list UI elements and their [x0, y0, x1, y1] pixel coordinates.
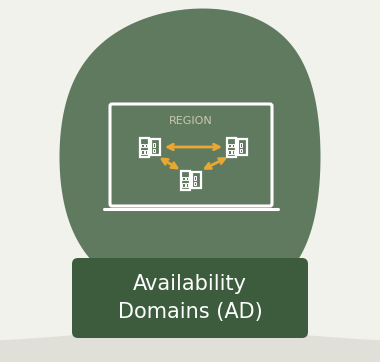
Bar [240, 149, 242, 152]
Bar [227, 138, 236, 156]
Bar [194, 182, 196, 185]
Bar [228, 150, 231, 153]
Bar [194, 176, 196, 180]
Bar [151, 139, 160, 155]
Bar [232, 144, 234, 147]
Text: Availability
Domains (AD): Availability Domains (AD) [118, 274, 262, 322]
Bar [182, 177, 185, 180]
Bar [228, 144, 231, 147]
Bar [141, 150, 144, 153]
Bar [186, 177, 188, 180]
Bar [186, 183, 188, 187]
Bar [141, 144, 144, 147]
Bar [240, 143, 242, 147]
Bar [182, 183, 185, 187]
Bar [153, 149, 155, 152]
Bar [192, 172, 201, 188]
Bar [238, 139, 247, 155]
Bar [153, 143, 155, 147]
Bar [145, 144, 147, 147]
Polygon shape [0, 329, 380, 362]
Bar [232, 150, 234, 153]
Polygon shape [60, 9, 320, 306]
Bar [181, 171, 190, 189]
FancyBboxPatch shape [72, 258, 308, 338]
Bar [145, 150, 147, 153]
Text: REGION: REGION [169, 116, 213, 126]
Bar [140, 138, 149, 156]
